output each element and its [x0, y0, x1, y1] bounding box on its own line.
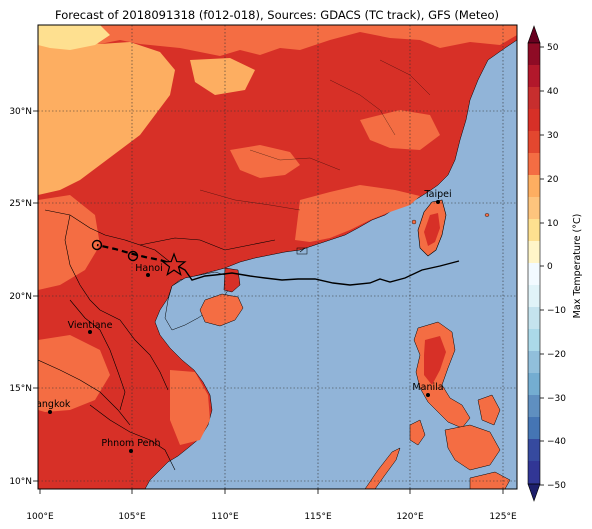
- colorbar-tick-label: 30: [547, 131, 559, 141]
- city-dot: [48, 410, 52, 414]
- hongkong-islet: [296, 247, 308, 255]
- map-title: Forecast of 2018091318 (f012-018), Sourc…: [55, 8, 499, 22]
- colorbar-tick-label: 20: [547, 175, 559, 185]
- land-warm-east: [360, 110, 440, 150]
- colorbar-tick-label: 0: [547, 262, 553, 272]
- mindoro-island: [409, 419, 426, 446]
- lon-tick-label: 125°E: [489, 512, 517, 522]
- lat-tick-label: 15°N: [9, 384, 32, 394]
- colorbar-tick-label: −20: [547, 350, 566, 360]
- city-dot: [88, 330, 92, 334]
- land-warm-north: [38, 25, 517, 56]
- taiwan-interior: [424, 213, 440, 246]
- tc-forecast-point-2: [91, 239, 103, 251]
- tc-forecast-point-1: [127, 250, 139, 262]
- colorbar-tick-label: −30: [547, 394, 566, 404]
- colorbar-tick-label: 40: [547, 87, 559, 97]
- colorbar-tick-label: −40: [547, 437, 566, 447]
- colorbar-ticks: [540, 46, 544, 486]
- colorbar-top-arrow: [527, 25, 541, 44]
- city-taipei: Taipei: [423, 189, 452, 204]
- city-label: Bangkok: [30, 399, 71, 410]
- tc-current-position-star: [161, 252, 187, 277]
- lat-tick-label: 20°N: [9, 292, 32, 302]
- city-label: Manila: [412, 382, 443, 393]
- city-dot: [436, 200, 440, 204]
- land-warm-thailand: [38, 335, 110, 412]
- lon-tick-label: 120°E: [396, 512, 424, 522]
- colorbar-tick-label: −10: [547, 306, 566, 316]
- okinawa-islet: [484, 213, 490, 217]
- colorbar-tick-label: 10: [547, 219, 559, 229]
- longitude-ticks: 100°E 105°E 110°E 115°E 120°E 125°E: [26, 489, 517, 522]
- map-frame: [37, 24, 518, 490]
- colorbar-tick-label: −50: [547, 481, 566, 491]
- land-warm-sw: [38, 195, 100, 290]
- city-label: Phnom Penh: [101, 438, 160, 449]
- lat-tick-label: 10°N: [9, 477, 32, 487]
- colorbar-bottom-arrow: [527, 483, 541, 502]
- city-dot: [146, 273, 150, 277]
- visayas-islands: [444, 424, 501, 471]
- palawan-island: [364, 447, 401, 489]
- gridlines: [38, 25, 517, 489]
- city-hanoi: Hanoi: [135, 263, 163, 277]
- tc-track-observed: [175, 260, 460, 286]
- lon-tick-label: 100°E: [26, 512, 54, 522]
- penghu-island: [411, 219, 417, 225]
- samar-island: [477, 394, 501, 426]
- lon-tick-label: 105°E: [118, 512, 146, 522]
- colorbar-frame: [527, 42, 541, 485]
- land-warm-vietnam-south: [170, 370, 210, 445]
- lat-tick-label: 25°N: [9, 199, 32, 209]
- city-label: Taipei: [423, 189, 451, 200]
- colorbar-tick-label: 50: [547, 43, 559, 53]
- mindanao-island: [469, 471, 511, 489]
- lon-tick-label: 115°E: [304, 512, 332, 522]
- colorbar: 50 40 30 20 10 0 −10 −20 −30 −40 −50 Max…: [527, 25, 583, 502]
- tc-track-forecast: [96, 243, 177, 267]
- city-dot: [129, 449, 133, 453]
- luzon-interior: [424, 336, 446, 385]
- city-bangkok: Bangkok: [30, 399, 71, 414]
- land-mild-plateau: [38, 38, 175, 195]
- map-area: Taipei Hanoi Vientiane Manila Bangkok Ph…: [30, 25, 517, 489]
- city-label: Hanoi: [135, 263, 162, 274]
- land-cool-region: [38, 25, 110, 50]
- city-manila: Manila: [412, 382, 444, 397]
- lat-tick-label: 30°N: [9, 107, 32, 117]
- city-phnom-penh: Phnom Penh: [101, 438, 161, 453]
- land-mild-patch: [190, 58, 255, 95]
- city-label: Vientiane: [68, 320, 113, 331]
- latitude-ticks: 30°N 25°N 20°N 15°N 10°N: [9, 107, 38, 487]
- lon-tick-label: 110°E: [211, 512, 239, 522]
- hainan-island: [199, 293, 244, 327]
- country-borders: [38, 209, 306, 471]
- colorbar-label: Max Temperature (°C): [572, 214, 583, 319]
- city-vientiane: Vientiane: [68, 320, 113, 334]
- land-warm-center: [230, 145, 300, 178]
- city-dot: [426, 393, 430, 397]
- land-warm-southchina: [295, 185, 420, 242]
